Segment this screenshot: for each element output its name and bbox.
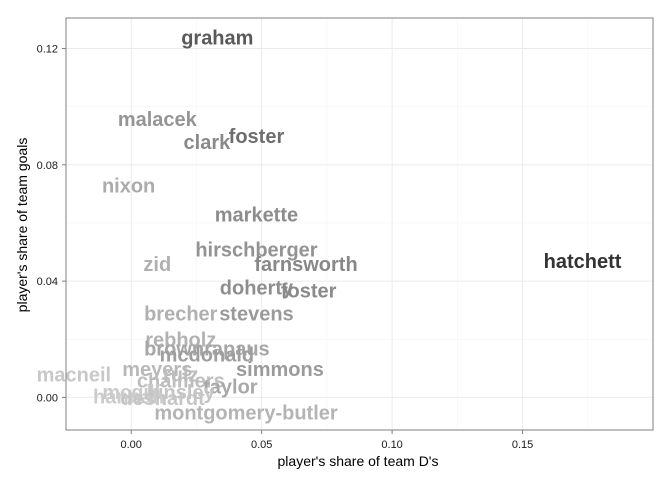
point-label: doherty	[220, 277, 294, 299]
y-tick-label: 0.04	[37, 276, 58, 288]
point-label: markette	[215, 205, 298, 227]
point-label: mcgill	[102, 382, 160, 404]
point-label: montgomery-butler	[154, 402, 338, 424]
gridlines	[66, 18, 653, 430]
point-label: macneil	[37, 365, 111, 387]
x-tick-label: 0.05	[251, 439, 272, 451]
x-axis-ticks: 0.00 0.05 0.10 0.15	[121, 430, 533, 451]
point-label: rebholz	[145, 330, 216, 352]
point-label: clark	[184, 132, 232, 154]
point-label: taylor	[203, 376, 258, 398]
y-tick-label: 0.00	[37, 392, 58, 404]
point-label: deshardt	[120, 388, 205, 410]
plot-border	[65, 17, 654, 431]
panel-border	[65, 17, 654, 431]
point-label: brecher	[144, 304, 218, 326]
point-label: ruiz	[163, 365, 199, 387]
point-label: brownrapaus	[144, 338, 270, 360]
plot-area	[66, 18, 653, 430]
point-label: foster	[281, 280, 337, 302]
point-label: chalmers	[137, 370, 225, 392]
point-label: graham	[181, 27, 253, 49]
point-label: farnsworth	[254, 254, 357, 276]
point-label: simmons	[236, 359, 324, 381]
point-label: malacek	[118, 109, 198, 131]
point-label: hirschberger	[195, 240, 317, 262]
point-labels: grahammalacekfosterclarknixonmarkettehir…	[37, 27, 622, 424]
point-label: stevens	[219, 304, 294, 326]
y-axis-title: player's share of team goals	[14, 138, 30, 313]
point-label: nixon	[102, 176, 155, 198]
x-axis-title: player's share of team D's	[278, 453, 439, 469]
y-axis-ticks: 0.00 0.04 0.08 0.12	[37, 44, 66, 404]
x-tick-label: 0.10	[381, 439, 402, 451]
x-tick-label: 0.15	[512, 439, 533, 451]
point-label: zid	[143, 254, 171, 276]
point-label: foster	[229, 126, 285, 148]
point-label: mcdonald	[160, 344, 254, 366]
point-label: meyers	[122, 359, 192, 381]
y-tick-label: 0.12	[37, 44, 58, 56]
point-label: hatchett	[544, 251, 622, 273]
y-tick-label: 0.08	[37, 160, 58, 172]
point-label: kinsley	[147, 382, 216, 404]
plot-panel	[66, 18, 653, 430]
x-tick-label: 0.00	[121, 439, 142, 451]
point-label: hannah	[93, 386, 164, 408]
